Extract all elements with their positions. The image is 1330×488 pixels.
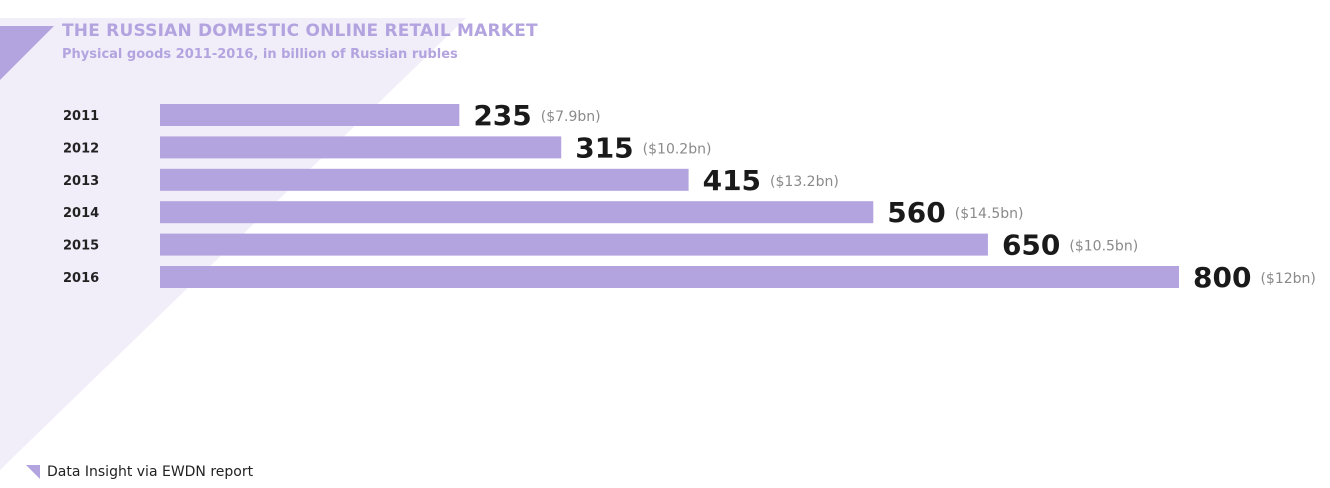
bar [160, 136, 562, 159]
value-label: 315 [575, 131, 633, 164]
usd-value-label: ($7.9bn) [541, 109, 601, 125]
bar [160, 266, 1179, 288]
bar [160, 104, 460, 126]
usd-value-label: ($12bn) [1260, 271, 1315, 287]
year-label: 2011 [63, 109, 99, 124]
year-label: 2012 [63, 141, 99, 156]
bar [160, 233, 988, 256]
year-label: 2014 [63, 206, 99, 221]
usd-value-label: ($10.2bn) [643, 141, 712, 157]
bar [160, 201, 874, 224]
background-dark-triangle [0, 26, 54, 80]
value-label: 235 [473, 99, 531, 132]
value-label: 560 [887, 196, 945, 229]
year-label: 2013 [63, 174, 99, 189]
usd-value-label: ($10.5bn) [1069, 239, 1138, 255]
value-label: 800 [1193, 261, 1251, 294]
chart-title: THE RUSSIAN DOMESTIC ONLINE RETAIL MARKE… [62, 21, 538, 41]
source-text: Data Insight via EWDN report [47, 464, 254, 480]
year-label: 2015 [63, 239, 99, 254]
triangle-marker-icon [26, 465, 40, 479]
year-label: 2016 [63, 271, 99, 286]
value-label: 650 [1002, 229, 1060, 262]
chart-subtitle: Physical goods 2011-2016, in billion of … [62, 47, 458, 62]
usd-value-label: ($13.2bn) [770, 174, 839, 190]
source-note: Data Insight via EWDN report [26, 462, 253, 482]
usd-value-label: ($14.5bn) [955, 206, 1024, 222]
value-label: 415 [703, 164, 761, 197]
bar [160, 168, 689, 191]
